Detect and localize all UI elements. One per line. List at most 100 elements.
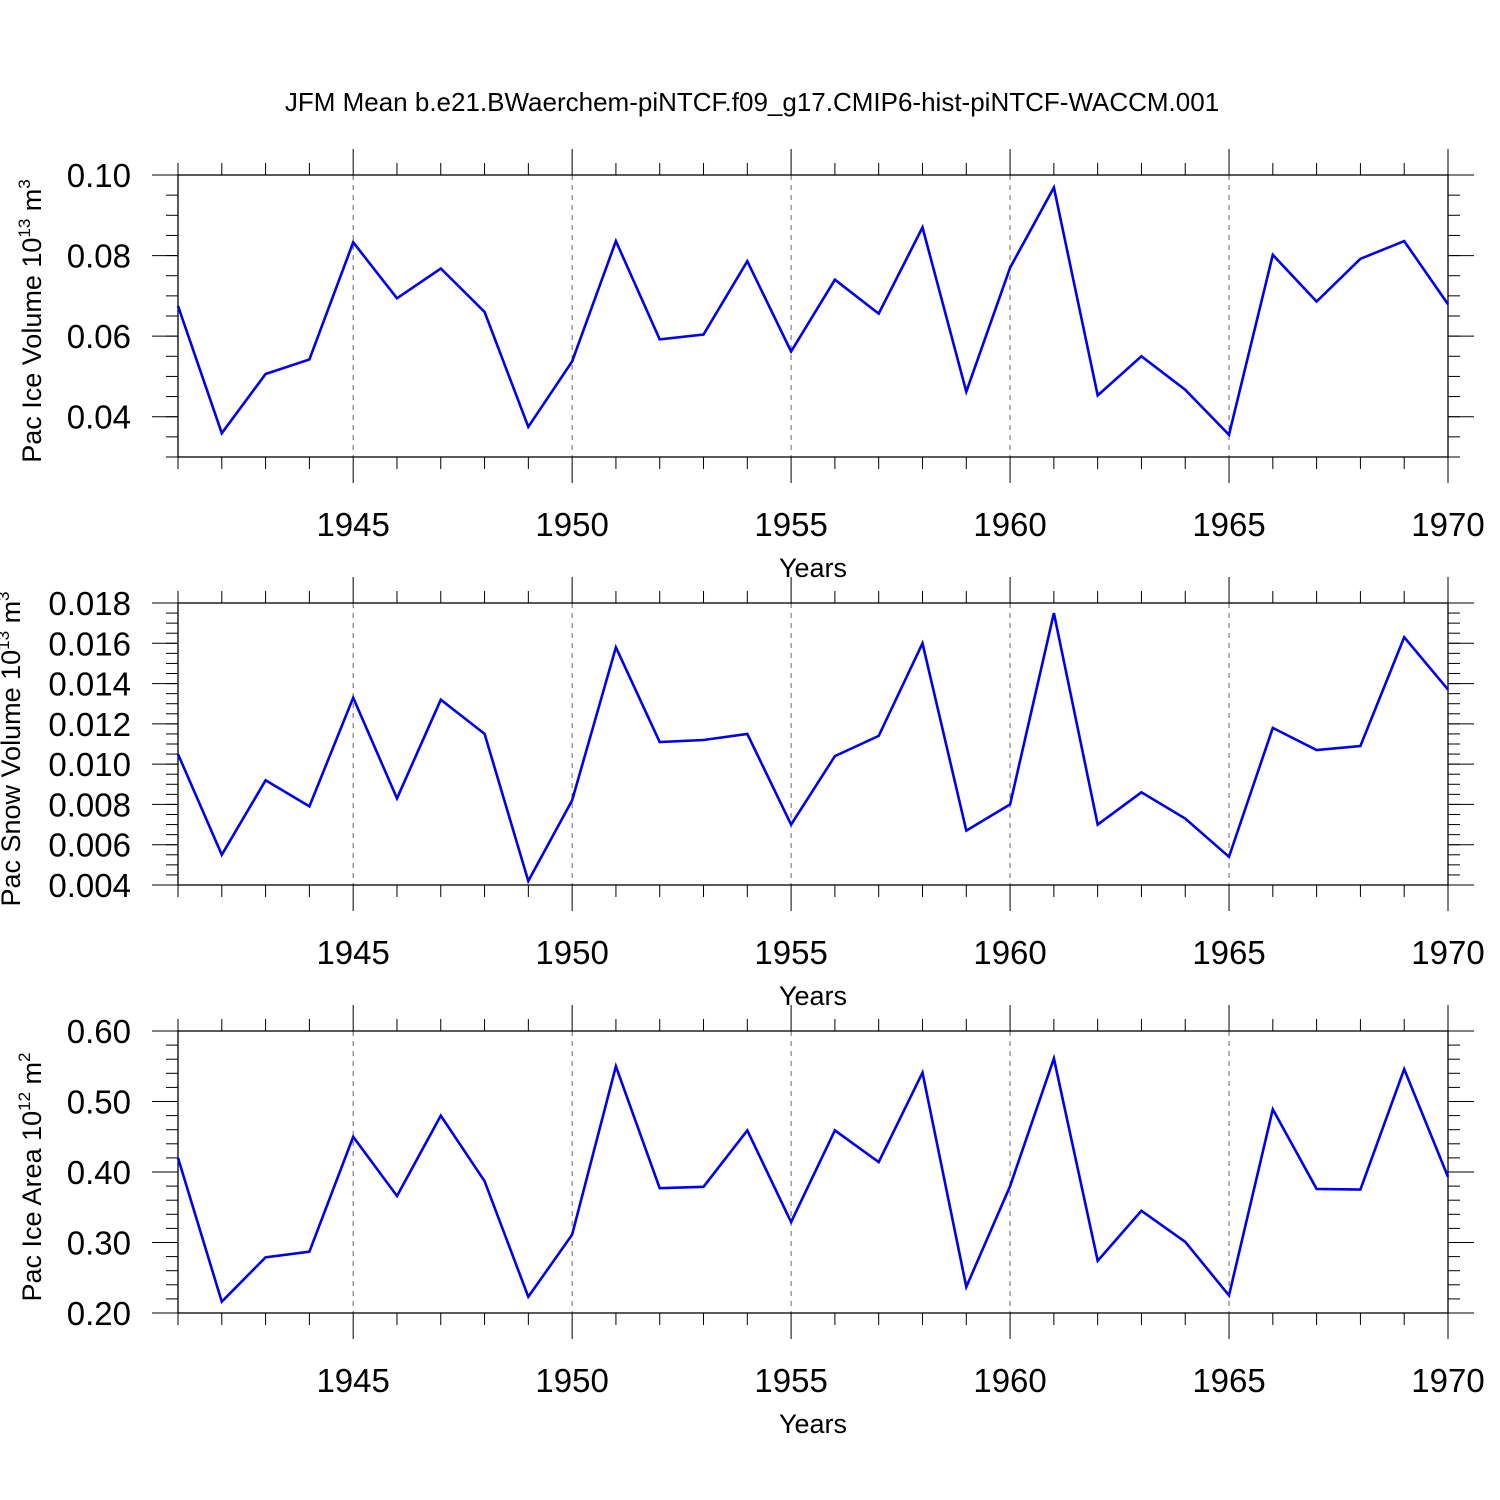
data-point [395, 796, 399, 800]
data-point [1183, 388, 1187, 392]
data-point [307, 804, 311, 808]
x-tick-label: 1965 [1192, 934, 1265, 971]
chart-panels: 0.04 0.06 0.08 0.10 1945 1950 1955 1960 1965 1970… [0, 149, 1485, 1439]
data-point [176, 752, 180, 756]
data-point [702, 333, 706, 337]
y-tick-label: 0.012 [48, 706, 131, 743]
data-point [877, 312, 881, 316]
data-point [1052, 185, 1056, 189]
data-point [658, 1186, 662, 1190]
data-point [614, 239, 618, 243]
data-point [1227, 1293, 1231, 1297]
series-line [176, 1053, 1450, 1305]
data-point [833, 754, 837, 758]
y-axis-label-unit-exponent: 3 [0, 591, 13, 600]
y-axis-label: Pac Ice Area 1012 m2 [15, 1052, 47, 1301]
data-point [1402, 635, 1406, 639]
data-point [351, 240, 355, 244]
data-point [614, 1064, 618, 1068]
data-point [439, 698, 443, 702]
y-axis-label-exponent: 13 [0, 631, 13, 650]
x-tick-label: 1965 [1192, 506, 1265, 543]
x-tick-label: 1950 [535, 1362, 608, 1399]
data-point [877, 1160, 881, 1164]
y-tick-label: 0.014 [48, 666, 131, 703]
y-axis-label-exponent: 12 [15, 1092, 34, 1111]
x-tick-label: 1955 [754, 1362, 827, 1399]
data-point [658, 337, 662, 341]
data-point [570, 360, 574, 364]
data-point [439, 1114, 443, 1118]
panel-1: 0.04 0.06 0.08 0.10 1945 1950 1955 1960 1965 1970… [15, 149, 1485, 583]
data-point [658, 740, 662, 744]
data-point [1358, 1188, 1362, 1192]
data-point [1402, 1067, 1406, 1071]
data-point [789, 1220, 793, 1224]
data-point [220, 853, 224, 857]
data-point [526, 425, 530, 429]
x-tick-label: 1960 [973, 934, 1046, 971]
y-tick-label: 0.50 [67, 1084, 131, 1121]
data-point [1183, 1240, 1187, 1244]
data-point [264, 778, 268, 782]
y-tick-label: 0.010 [48, 746, 131, 783]
data-point [789, 349, 793, 353]
data-point [1183, 817, 1187, 821]
y-axis-label-unit: m [0, 601, 26, 631]
y-tick-label: 0.40 [67, 1154, 131, 1191]
y-tick-label: 0.06 [67, 318, 131, 355]
data-point [877, 734, 881, 738]
y-tick-label: 0.30 [67, 1225, 131, 1262]
y-axis-label-main: Pac Snow Volume 10 [0, 650, 26, 907]
data-point [1096, 393, 1100, 397]
data-point [1358, 257, 1362, 261]
y-tick-label: 0.10 [67, 157, 131, 194]
y-tick-label: 0.04 [67, 399, 131, 436]
data-point [1271, 253, 1275, 257]
data-point [307, 1250, 311, 1254]
x-tick-label: 1955 [754, 506, 827, 543]
data-point [1008, 1184, 1012, 1188]
x-tick-label: 1970 [1411, 1362, 1484, 1399]
data-point [220, 1300, 224, 1304]
y-axis-label: Pac Ice Volume 1013 m3 [15, 179, 47, 463]
data-point [1315, 1187, 1319, 1191]
data-point [745, 1128, 749, 1132]
y-tick-label: 0.004 [48, 867, 131, 904]
y-tick-label: 0.016 [48, 625, 131, 662]
x-tick-label: 1970 [1411, 934, 1484, 971]
x-tick-label: 1950 [535, 934, 608, 971]
data-point [745, 732, 749, 736]
data-point [1446, 688, 1450, 692]
x-tick-label: 1945 [316, 934, 389, 971]
x-tick-label: 1965 [1192, 1362, 1265, 1399]
data-point [351, 696, 355, 700]
data-point [1008, 266, 1012, 270]
data-point [964, 829, 968, 833]
y-tick-label: 0.60 [67, 1013, 131, 1050]
data-point [1052, 611, 1056, 615]
data-point [1271, 1107, 1275, 1111]
data-point [702, 738, 706, 742]
y-tick-label: 0.006 [48, 827, 131, 864]
data-point [1402, 239, 1406, 243]
data-point [1139, 790, 1143, 794]
y-axis-label-main: Pac Ice Area 10 [17, 1111, 47, 1302]
data-point [176, 1156, 180, 1160]
x-tick-label: 1960 [973, 506, 1046, 543]
data-point [964, 1285, 968, 1289]
data-point [1096, 1259, 1100, 1263]
plot-frame [177, 602, 1449, 886]
data-point [920, 1071, 924, 1075]
x-axis-label: Years [779, 981, 847, 1011]
data-point [570, 1233, 574, 1237]
data-point [526, 1295, 530, 1299]
data-point [614, 645, 618, 649]
y-axis-label: Pac Snow Volume 1013 m3 [0, 591, 26, 906]
y-axis-label-main: Pac Ice Volume 10 [17, 238, 47, 463]
x-tick-label: 1960 [973, 1362, 1046, 1399]
data-point [483, 1179, 487, 1183]
data-point [1139, 354, 1143, 358]
